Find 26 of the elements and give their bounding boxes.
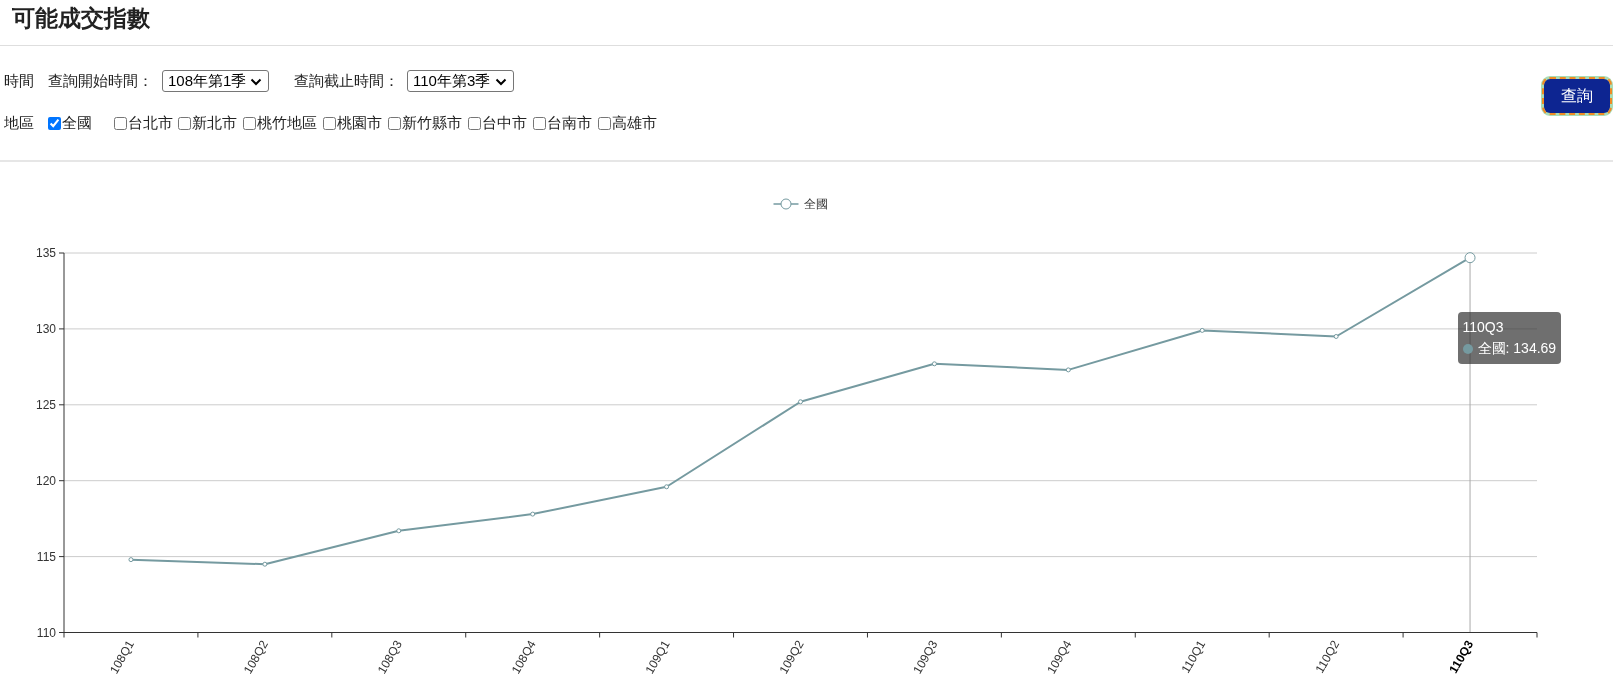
select-value: 110年第3季: [413, 70, 491, 91]
checkbox-label: 台中市: [482, 113, 527, 133]
legend-label: 全國: [803, 197, 828, 211]
checkbox-label: 全國: [62, 113, 92, 133]
y-tick-label: 125: [35, 397, 56, 412]
label: 查詢開始時間：: [48, 70, 153, 91]
checkbox-label: 新竹縣市: [402, 113, 462, 133]
label: 地區: [4, 113, 34, 133]
y-tick-label: 110: [36, 625, 56, 640]
y-tick-label: 115: [36, 549, 56, 564]
y-tick-label: 135: [35, 246, 56, 260]
tooltip-text: 110Q3: [1462, 318, 1504, 335]
checkbox-label: 桃竹地區: [257, 113, 317, 133]
title: 可能成交指數: [12, 4, 150, 33]
checkbox-label: 桃園市: [337, 113, 382, 133]
label: 時間: [4, 70, 34, 91]
y-tick-label: 120: [35, 473, 56, 488]
checkbox-label: 台南市: [547, 113, 592, 133]
checkbox-label: 新北市: [192, 113, 237, 133]
button: 查詢: [1544, 79, 1610, 113]
tooltip-text: 全國: 134.69: [1477, 339, 1557, 356]
checkbox-label: 高雄市: [612, 113, 657, 133]
y-tick-label: 130: [35, 321, 56, 336]
label: 查詢截止時間：: [294, 70, 399, 91]
checkbox-label: 台北市: [128, 113, 173, 133]
select-value: 108年第1季: [168, 70, 247, 91]
